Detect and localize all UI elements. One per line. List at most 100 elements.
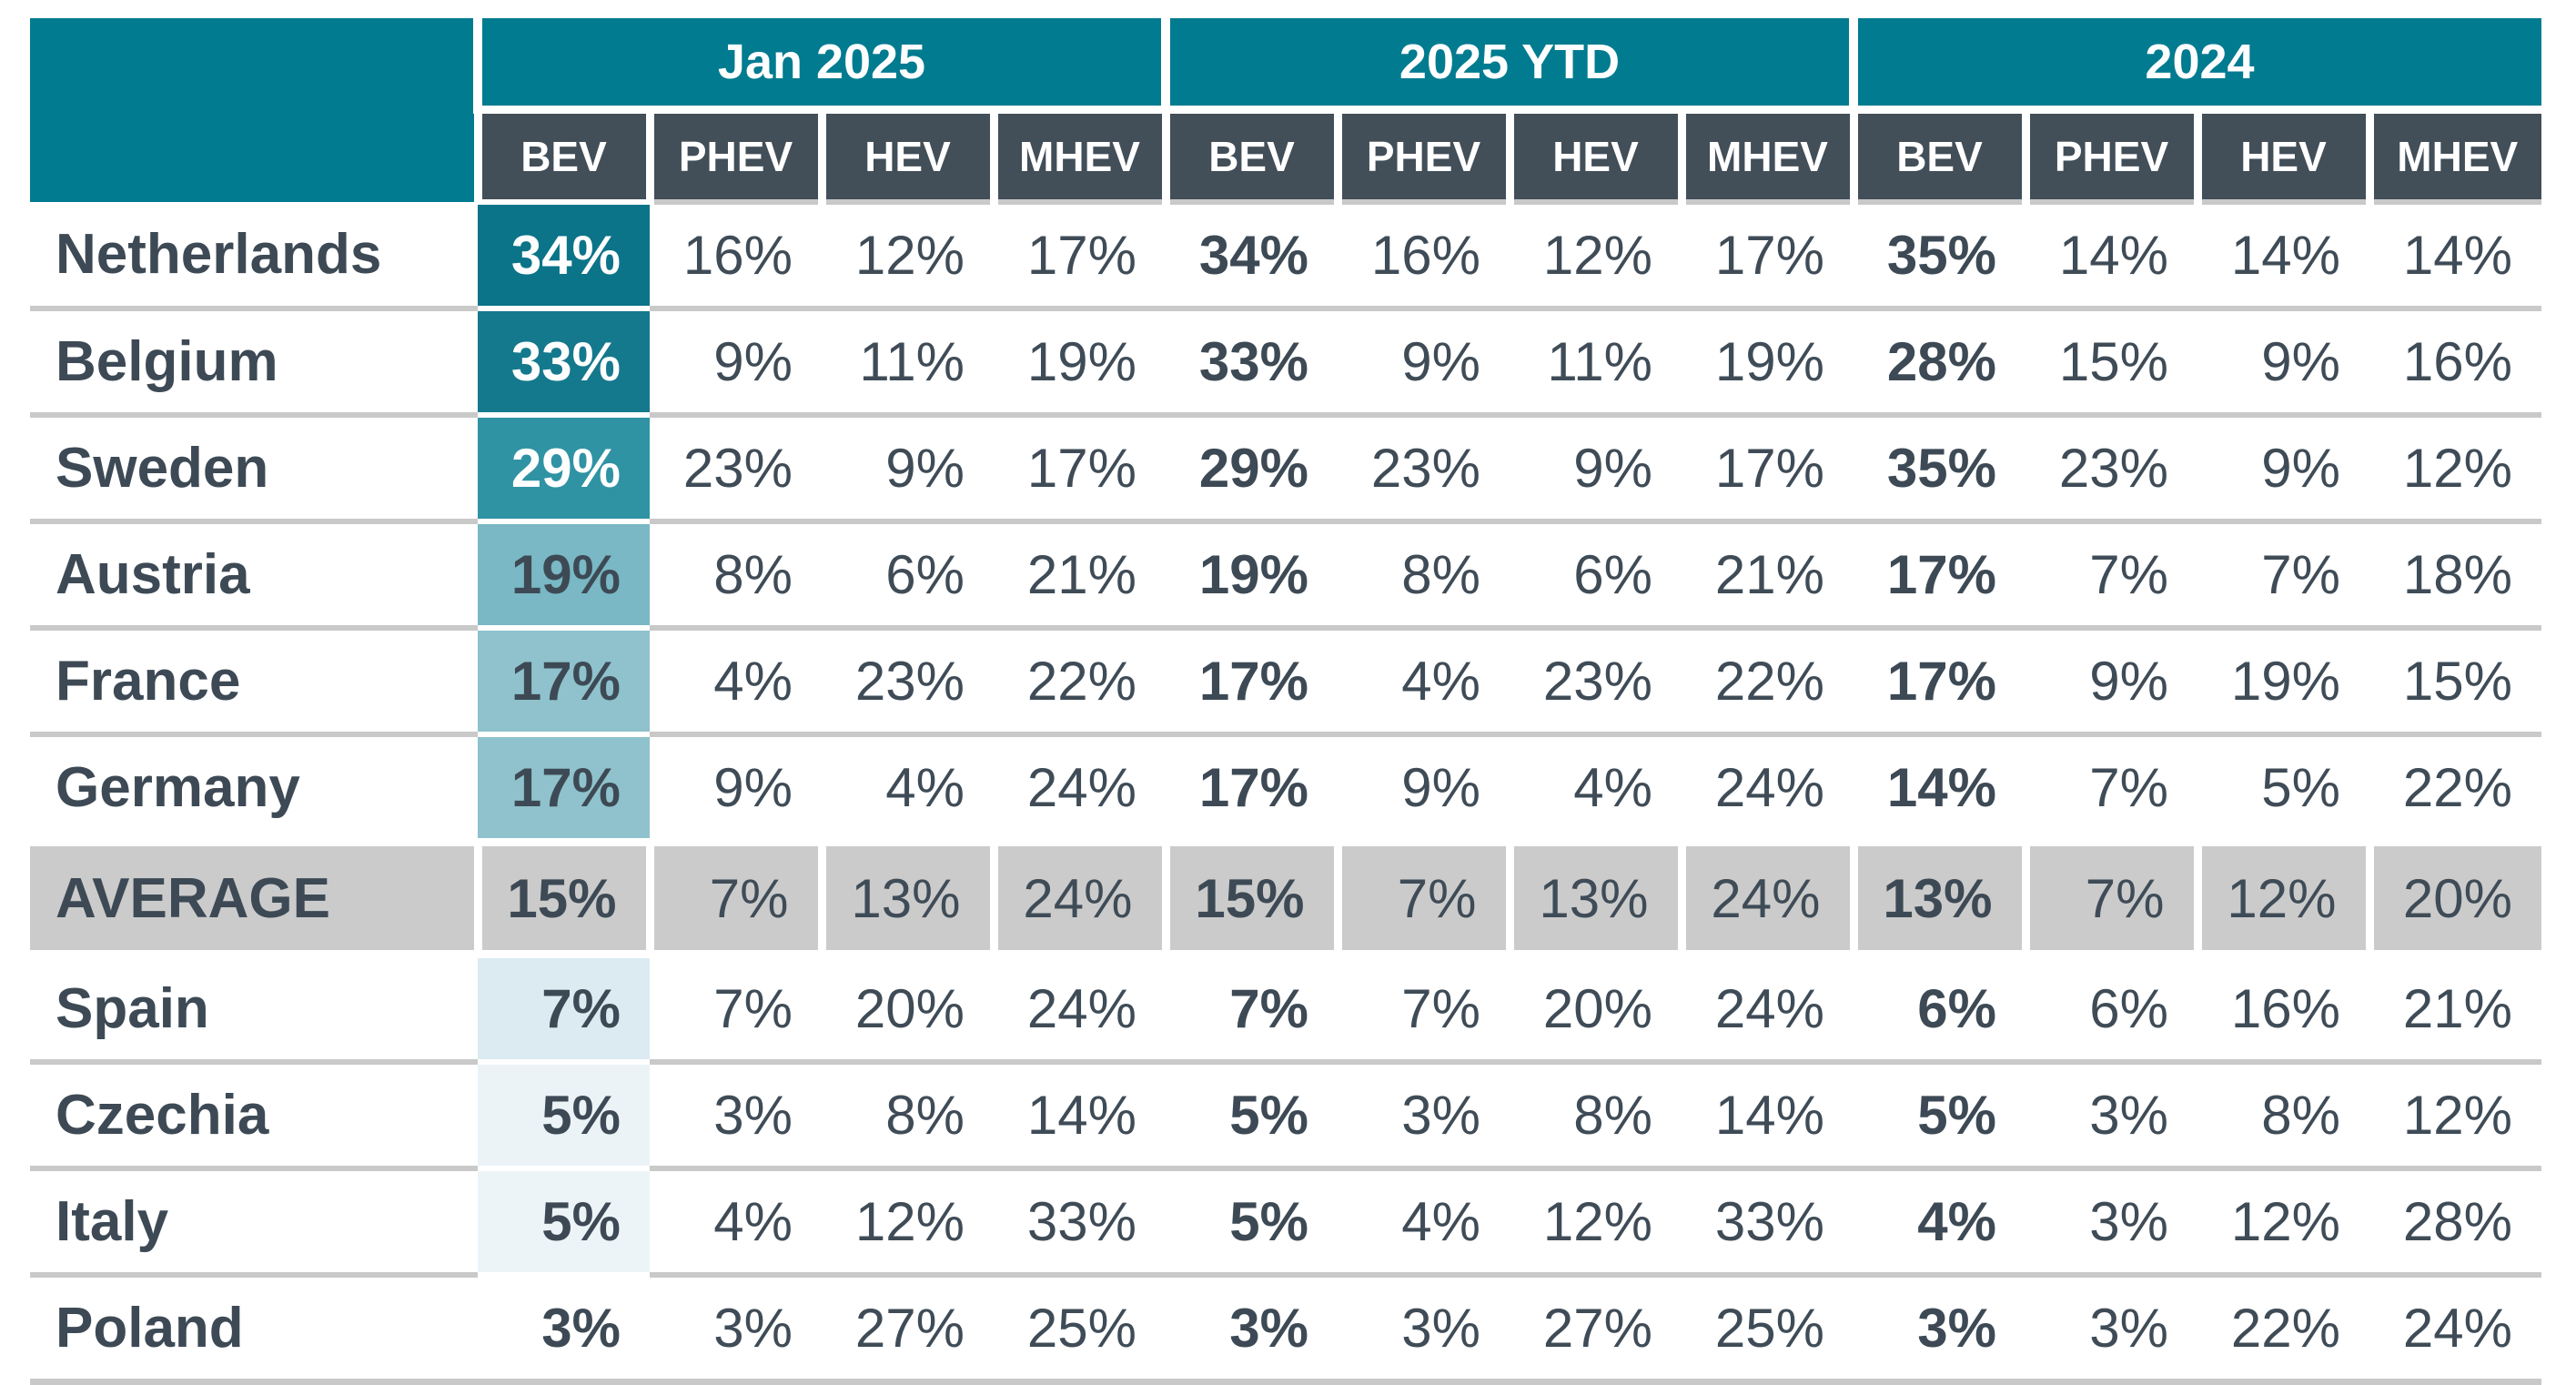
value-cell: 23% (822, 625, 994, 734)
value-cell: 17% (478, 625, 650, 734)
value-cell: 5% (2197, 732, 2369, 843)
value-cell: 19% (1682, 306, 1854, 415)
value-cell: 15% (2369, 625, 2541, 734)
country-label: Poland (30, 1272, 478, 1385)
value-cell: 9% (2197, 306, 2369, 415)
value-cell: 14% (2369, 199, 2541, 308)
value-cell: 9% (1510, 412, 1682, 521)
table-row: Italy 5% 4% 12% 33% 5% 4% 12% 33% 4% 3% 12% 28% (30, 1166, 2541, 1275)
value-cell: 13% (817, 838, 994, 958)
value-cell: 21% (1682, 519, 1854, 628)
value-cell: 16% (2369, 306, 2541, 415)
value-cell: 24% (1714, 978, 1824, 1039)
value-cell: 17% (1166, 625, 1338, 734)
value-cell: 35% (1854, 199, 2025, 308)
value-cell: 17% (478, 732, 650, 843)
value-cell: 4% (1510, 732, 1682, 843)
value-cell: 17% (1854, 625, 2025, 734)
subheader-hev: HEV (1505, 106, 1682, 202)
value-cell: 9% (1338, 306, 1510, 415)
value-cell: 15% (473, 838, 650, 958)
value-cell: 12% (822, 1166, 994, 1275)
value-cell: 9% (1338, 732, 1510, 843)
country-label: Belgium (30, 306, 478, 415)
value-cell: 17% (1166, 732, 1338, 843)
average-row: AVERAGE 15% 7% 13% 24% 15% 7% 13% 24% 13% 7% 12% 20% (30, 838, 2541, 958)
value-cell: 22% (994, 625, 1166, 734)
table-row: Belgium 33% 9% 11% 19% 33% 9% 11% 19% 28% 15% 9% 16% (30, 306, 2541, 415)
value-cell: 8% (822, 1059, 994, 1168)
subheader-mhev: MHEV (1677, 106, 1854, 202)
value-cell: 20% (854, 978, 965, 1039)
value-cell: 3% (1166, 1272, 1338, 1385)
country-label: Germany (30, 732, 478, 843)
value-cell: 24% (989, 838, 1166, 958)
value-cell: 7% (1333, 838, 1510, 958)
country-label: Sweden (30, 412, 478, 521)
value-cell: 12% (2193, 838, 2369, 958)
value-cell: 15% (2025, 306, 2197, 415)
value-cell: 9% (650, 732, 822, 843)
value-cell: 17% (994, 412, 1166, 521)
value-cell: 25% (994, 1272, 1166, 1385)
value-cell: 29% (1166, 412, 1338, 521)
value-cell: 22% (1682, 625, 1854, 734)
data-table: Jan 2025 2025 YTD 2024 BEV PHEV HEV MHEV… (30, 18, 2541, 1385)
value-cell: 19% (1166, 519, 1338, 628)
value-cell: 24% (1026, 978, 1136, 1039)
value-cell: 33% (1166, 306, 1338, 415)
group-header-row: Jan 2025 2025 YTD 2024 (30, 18, 2541, 202)
value-cell: 22% (2369, 732, 2541, 843)
country-label: Netherlands (56, 222, 382, 286)
value-cell: 3% (1338, 1059, 1510, 1168)
ev-powertrain-share-table: Jan 2025 2025 YTD 2024 BEV PHEV HEV MHEV… (30, 18, 2541, 1385)
value-cell: 12% (2369, 1059, 2541, 1168)
value-cell: 3% (1854, 1272, 2025, 1385)
value-cell: 23% (650, 412, 822, 521)
table-body: Netherlands 34% 16% 12% 17% 34% 16% 12% 17% 35% 14… (30, 199, 2541, 1385)
value-cell: 11% (1510, 306, 1682, 415)
value-cell: 5% (1166, 1059, 1338, 1168)
country-label: France (30, 625, 478, 734)
group-header-2024: 2024 (1849, 18, 2541, 110)
subheader-phev: PHEV (1333, 106, 1510, 202)
value-cell: 6% (2089, 978, 2168, 1039)
value-cell: 29% (478, 412, 650, 521)
value-cell: 3% (2025, 1272, 2197, 1385)
value-cell: 6% (822, 519, 994, 628)
subheader-bev: BEV (473, 106, 650, 202)
subheader-phev: PHEV (645, 106, 822, 202)
value-cell: 7% (713, 978, 793, 1039)
value-cell: 12% (822, 199, 994, 308)
value-cell: 17% (1682, 199, 1854, 308)
value-cell: 4% (1338, 625, 1510, 734)
value-cell: 27% (822, 1272, 994, 1385)
value-cell: 8% (2197, 1059, 2369, 1168)
table-row: France 17% 4% 23% 22% 17% 4% 23% 22% 17% 9% 19% 15% (30, 625, 2541, 734)
value-cell: 28% (1854, 306, 2025, 415)
value-cell: 17% (1854, 519, 2025, 628)
country-label: Austria (30, 519, 478, 628)
value-cell: 7% (645, 838, 822, 958)
value-cell: 9% (822, 412, 994, 521)
subheader-mhev: MHEV (989, 106, 1166, 202)
value-cell: 23% (1510, 625, 1682, 734)
value-cell: 22% (2197, 1272, 2369, 1385)
value-cell: 14% (994, 1059, 1166, 1168)
value-cell: 3% (650, 1272, 822, 1385)
value-cell: 20% (2365, 838, 2541, 958)
value-cell: 4% (1854, 1166, 2025, 1275)
table-row: Poland 3% 3% 27% 25% 3% 3% 27% 25% 3% 3% 22% 24% (30, 1272, 2541, 1385)
value-cell: 20% (1542, 978, 1652, 1039)
value-cell: 9% (2025, 625, 2197, 734)
value-cell: 4% (1338, 1166, 1510, 1275)
value-cell: 12% (1510, 199, 1682, 308)
table-row: Czechia 5% 3% 8% 14% 5% 3% 8% 14% 5% 3% 8% 12% (30, 1059, 2541, 1168)
value-cell: 5% (478, 1059, 650, 1168)
value-cell: 8% (1510, 1059, 1682, 1168)
value-cell: 6% (1510, 519, 1682, 628)
value-cell: 5% (478, 1166, 650, 1275)
value-cell: 4% (650, 625, 822, 734)
value-cell: 17% (1682, 412, 1854, 521)
value-cell: 3% (650, 1059, 822, 1168)
